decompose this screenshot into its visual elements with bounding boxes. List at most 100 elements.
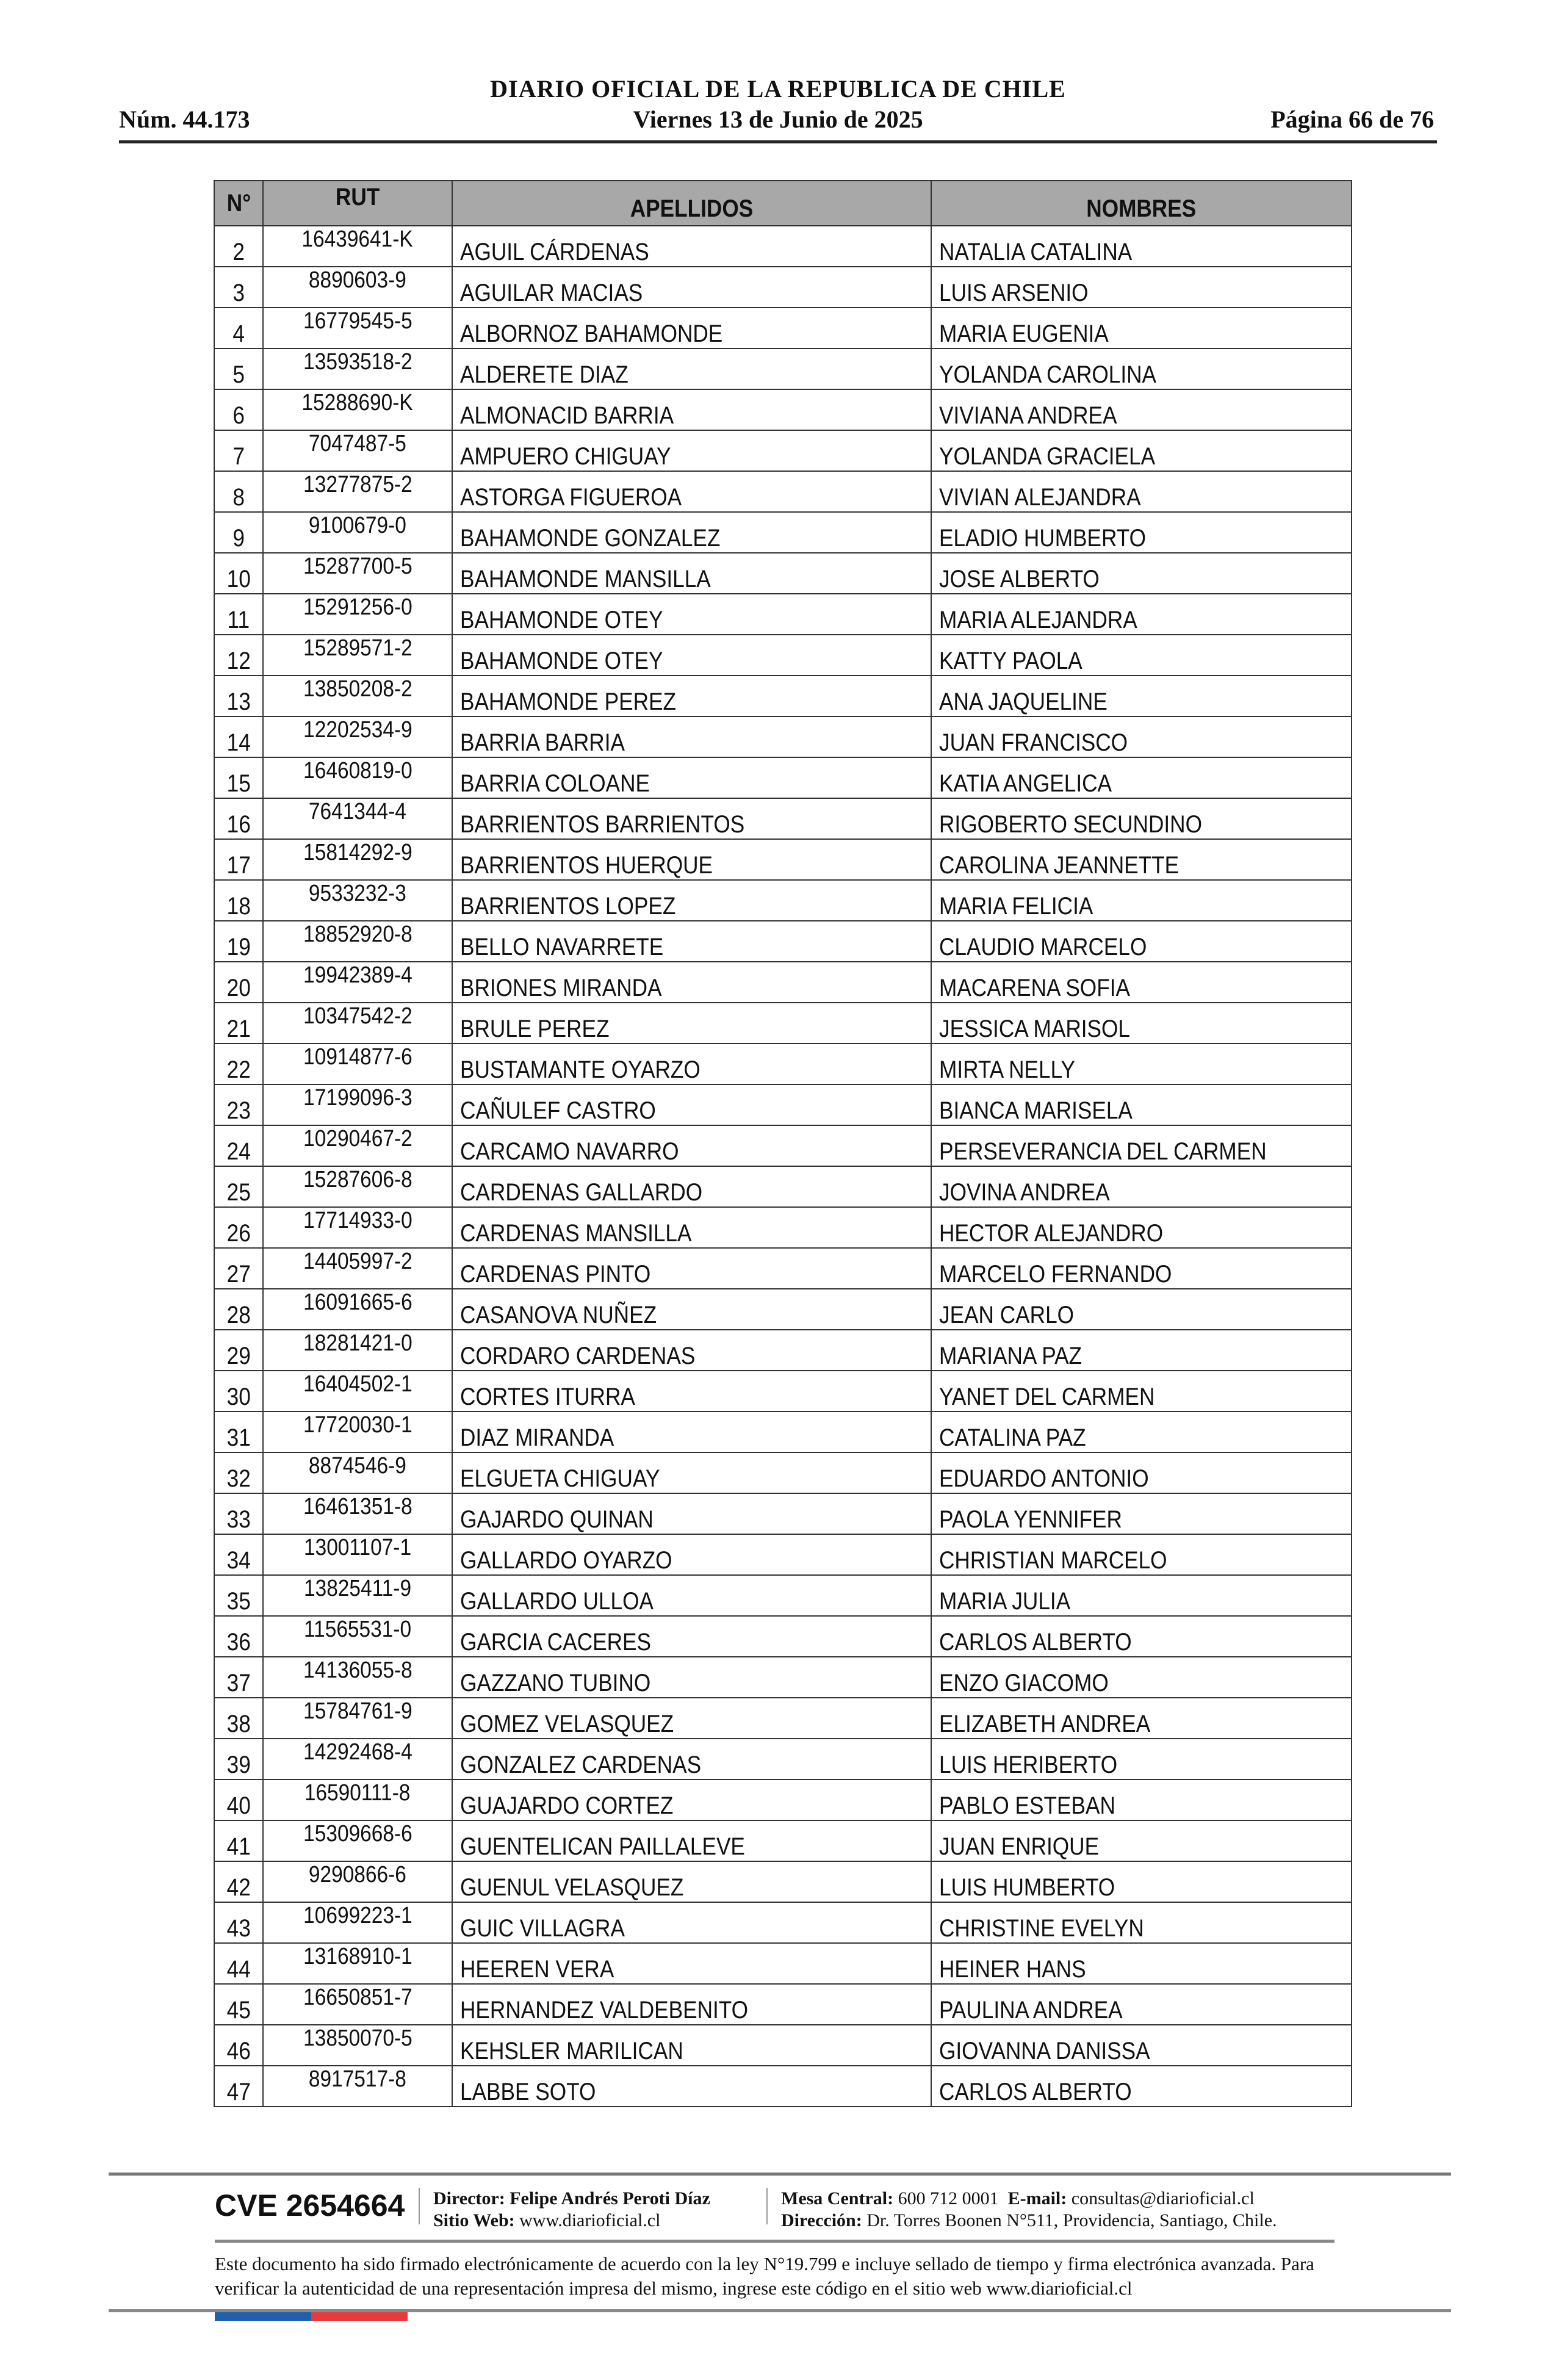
nombres-cell: YOLANDA CAROLINA xyxy=(931,348,1352,390)
row-number: 2 xyxy=(214,225,264,267)
table-row: 17 15814292-9 BARRIENTOS HUERQUE CAROLINA J… xyxy=(214,838,1352,881)
nombres-cell: MARCELO FERNANDO xyxy=(931,1247,1352,1289)
rut-cell: 15289571-2 xyxy=(262,634,453,676)
nombres-cell: ELIZABETH ANDREA xyxy=(931,1697,1352,1739)
table-row: 8 13277875-2 ASTORGA FIGUEROA VIVIAN ALEJAN… xyxy=(214,471,1352,513)
row-number: 20 xyxy=(214,961,264,1003)
table-row: 2 16439641-K AGUIL CÁRDENAS NATALIA CATALIN… xyxy=(214,225,1352,267)
website-link[interactable]: www.diarioficial.cl xyxy=(519,2210,661,2230)
nombres-cell: CLAUDIO MARCELO xyxy=(931,920,1352,962)
apellidos-cell: GALLARDO ULLOA xyxy=(452,1574,932,1617)
row-number: 22 xyxy=(214,1043,264,1085)
apellidos-cell: CASANOVA NUÑEZ xyxy=(452,1288,932,1330)
column-header-nombres: NOMBRES xyxy=(931,180,1352,226)
apellidos-cell: GUAJARDO CORTEZ xyxy=(452,1779,932,1821)
nombres-cell: JESSICA MARISOL xyxy=(931,1002,1352,1044)
table-row: 16 7641344-4 BARRIENTOS BARRIENTOS RIGOBERT… xyxy=(214,798,1352,840)
rut-cell: 14405997-2 xyxy=(262,1247,453,1289)
nombres-cell: KATIA ANGELICA xyxy=(931,757,1352,799)
apellidos-cell: ALDERETE DIAZ xyxy=(452,348,932,390)
apellidos-cell: ALMONACID BARRIA xyxy=(452,389,932,431)
apellidos-cell: BAHAMONDE OTEY xyxy=(452,593,932,635)
rut-cell: 13168910-1 xyxy=(262,1942,453,1985)
rut-cell: 15309668-6 xyxy=(262,1820,453,1862)
rut-cell: 13001107-1 xyxy=(262,1534,453,1576)
table-row: 12 15289571-2 BAHAMONDE OTEY KATTY PAOLA xyxy=(214,634,1352,676)
nombres-cell: MARIA EUGENIA xyxy=(931,307,1352,349)
apellidos-cell: HERNANDEZ VALDEBENITO xyxy=(452,1983,932,2025)
nombres-cell: PAOLA YENNIFER xyxy=(931,1493,1352,1535)
row-number: 6 xyxy=(214,389,264,431)
rut-cell: 16404502-1 xyxy=(262,1370,453,1412)
rut-cell: 8874546-9 xyxy=(262,1452,453,1494)
nombres-cell: CARLOS ALBERTO xyxy=(931,2065,1352,2107)
rut-cell: 15288690-K xyxy=(262,389,453,431)
table-row: 19 18852920-8 BELLO NAVARRETE CLAUDIO MARCE… xyxy=(214,920,1352,962)
table-row: 6 15288690-K ALMONACID BARRIA VIVIANA ANDRE… xyxy=(214,389,1352,431)
column-header-number: N° xyxy=(214,180,264,226)
rut-cell: 16461351-8 xyxy=(262,1493,453,1535)
apellidos-cell: CARCAMO NAVARRO xyxy=(452,1125,932,1167)
apellidos-cell: DIAZ MIRANDA xyxy=(452,1411,932,1453)
rut-cell: 13825411-9 xyxy=(262,1574,453,1617)
nombres-cell: ENZO GIACOMO xyxy=(931,1656,1352,1698)
footer-separator xyxy=(766,2188,768,2224)
nombres-cell: LUIS HERIBERTO xyxy=(931,1738,1352,1780)
apellidos-cell: BAHAMONDE OTEY xyxy=(452,634,932,676)
apellidos-cell: AGUILAR MACIAS xyxy=(452,266,932,308)
rut-cell: 17720030-1 xyxy=(262,1411,453,1453)
footer-divider xyxy=(109,2173,1451,2176)
publication-title: DIARIO OFICIAL DE LA REPUBLICA DE CHILE xyxy=(490,75,1066,103)
row-number: 32 xyxy=(214,1452,264,1494)
table-row: 15 16460819-0 BARRIA COLOANE KATIA ANGELICA xyxy=(214,757,1352,799)
issue-number: Núm. 44.173 xyxy=(119,106,250,133)
row-number: 25 xyxy=(214,1166,264,1208)
table-row: 20 19942389-4 BRIONES MIRANDA MACARENA SOFI… xyxy=(214,961,1352,1003)
apellidos-cell: BRIONES MIRANDA xyxy=(452,961,932,1003)
table-row: 43 10699223-1 GUIC VILLAGRA CHRISTINE EVELY… xyxy=(214,1902,1352,1944)
row-number: 42 xyxy=(214,1861,264,1903)
nombres-cell: GIOVANNA DANISSA xyxy=(931,2024,1352,2066)
row-number: 29 xyxy=(214,1329,264,1371)
nombres-cell: EDUARDO ANTONIO xyxy=(931,1452,1352,1494)
table-row: 45 16650851-7 HERNANDEZ VALDEBENITO PAULINA… xyxy=(214,1983,1352,2025)
nombres-cell: ANA JAQUELINE xyxy=(931,675,1352,717)
apellidos-cell: ELGUETA CHIGUAY xyxy=(452,1452,932,1494)
rut-cell: 17199096-3 xyxy=(262,1084,453,1126)
apellidos-cell: GUENTELICAN PAILLALEVE xyxy=(452,1820,932,1862)
nombres-cell: CATALINA PAZ xyxy=(931,1411,1352,1453)
table-row: 5 13593518-2 ALDERETE DIAZ YOLANDA CAROLINA xyxy=(214,348,1352,390)
rut-cell: 16439641-K xyxy=(262,225,453,267)
nombres-cell: RIGOBERTO SECUNDINO xyxy=(931,798,1352,840)
nombres-cell: YOLANDA GRACIELA xyxy=(931,430,1352,472)
rut-cell: 13850070-5 xyxy=(262,2024,453,2066)
rut-cell: 15287700-5 xyxy=(262,552,453,594)
table-row: 41 15309668-6 GUENTELICAN PAILLALEVE JUAN E… xyxy=(214,1820,1352,1862)
table-row: 24 10290467-2 CARCAMO NAVARRO PERSEVERANCIA… xyxy=(214,1125,1352,1167)
footer-divider xyxy=(109,2309,1451,2312)
row-number: 47 xyxy=(214,2065,264,2107)
rut-cell: 8890603-9 xyxy=(262,266,453,308)
nombres-cell: CHRISTINE EVELYN xyxy=(931,1902,1352,1944)
apellidos-cell: BAHAMONDE GONZALEZ xyxy=(452,511,932,554)
table-row: 32 8874546-9 ELGUETA CHIGUAY EDUARDO ANTONI… xyxy=(214,1452,1352,1494)
nombres-cell: JEAN CARLO xyxy=(931,1288,1352,1330)
footer-separator xyxy=(419,2188,420,2224)
rut-cell: 9290866-6 xyxy=(262,1861,453,1903)
rut-cell: 16650851-7 xyxy=(262,1983,453,2025)
row-number: 35 xyxy=(214,1574,264,1617)
apellidos-cell: GAZZANO TUBINO xyxy=(452,1656,932,1698)
row-number: 19 xyxy=(214,920,264,962)
nombres-cell: CAROLINA JEANNETTE xyxy=(931,838,1352,881)
apellidos-cell: BAHAMONDE MANSILLA xyxy=(452,552,932,594)
email-link[interactable]: consultas@diarioficial.cl xyxy=(1071,2188,1255,2209)
nombres-cell: PAULINA ANDREA xyxy=(931,1983,1352,2025)
table-row: 11 15291256-0 BAHAMONDE OTEY MARIA ALEJANDR… xyxy=(214,593,1352,635)
table-row: 18 9533232-3 BARRIENTOS LOPEZ MARIA FELICIA xyxy=(214,879,1352,921)
rut-cell: 9533232-3 xyxy=(262,879,453,921)
table-row: 22 10914877-6 BUSTAMANTE OYARZO MIRTA NELLY xyxy=(214,1043,1352,1085)
page-number: Página 66 de 76 xyxy=(1270,106,1434,133)
row-number: 34 xyxy=(214,1534,264,1576)
table-row: 21 10347542-2 BRULE PEREZ JESSICA MARISOL xyxy=(214,1002,1352,1044)
apellidos-cell: GARCIA CACERES xyxy=(452,1615,932,1657)
